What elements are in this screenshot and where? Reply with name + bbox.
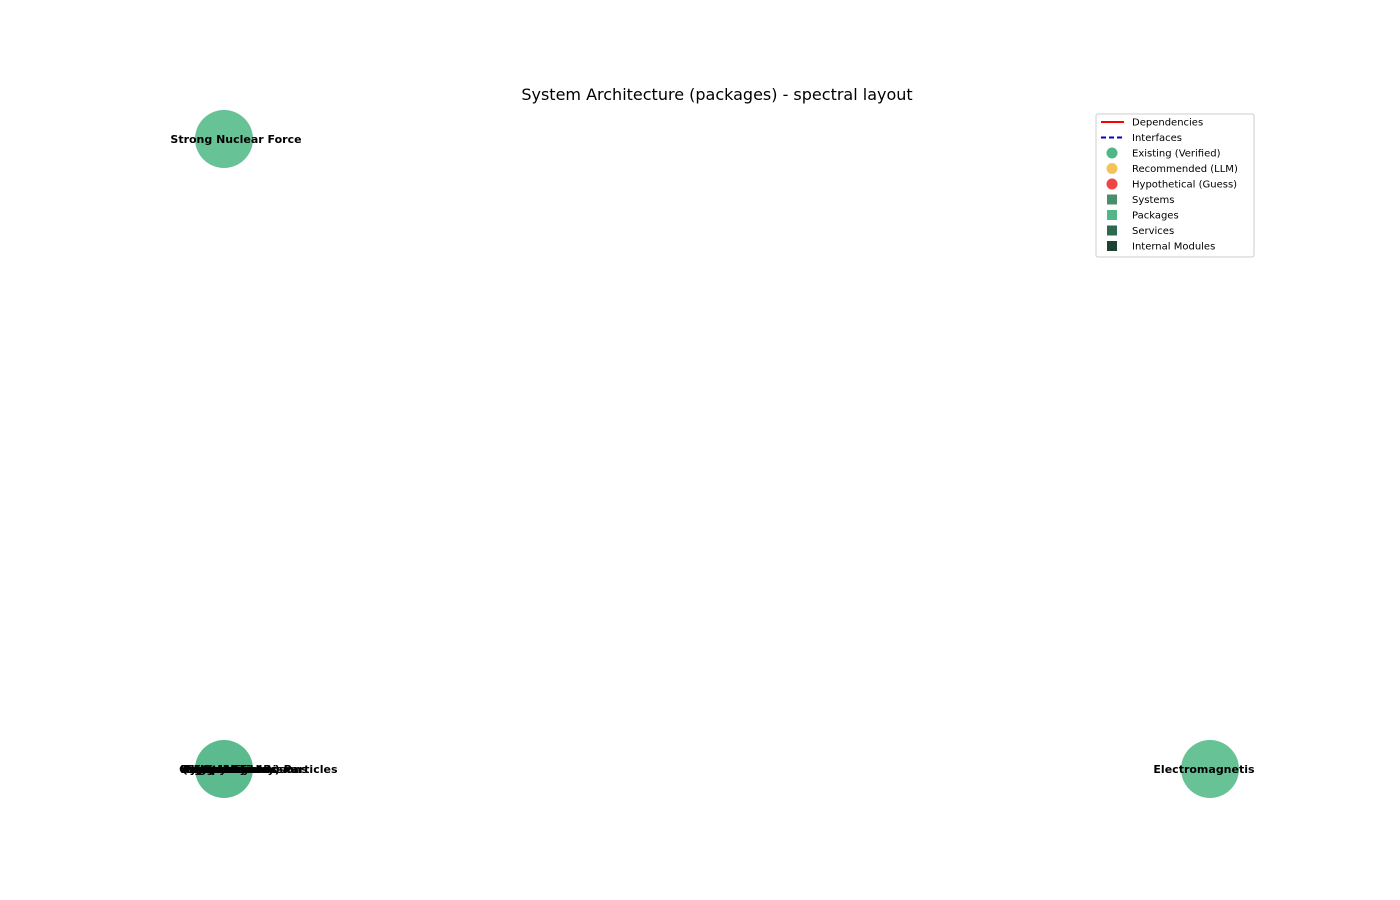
node-strong-nuclear-force-label: Strong Nuclear Force xyxy=(170,133,301,146)
legend-label: Dependencies xyxy=(1132,118,1203,129)
node-strong-nuclear-force[interactable]: Strong Nuclear Force xyxy=(170,110,302,168)
diagram-title: System Architecture (packages) - spectra… xyxy=(521,85,912,104)
node-cluster-main-label: ayy (symmetry) Particles xyxy=(182,763,337,776)
node-cluster-label: Higgs Mechanism xyxy=(186,763,295,776)
legend-box xyxy=(1095,113,1255,258)
legend-label: Recommended (LLM) xyxy=(1132,164,1238,175)
node-cluster-label: Symmetry xyxy=(186,763,249,776)
legend-item: Existing (Verified) xyxy=(1106,147,1221,160)
legend-circle-icon xyxy=(1106,178,1118,190)
legend-square-icon xyxy=(1107,225,1117,236)
node-cluster-label: Fermions xyxy=(193,763,251,776)
legend-label: Internal Modules xyxy=(1132,242,1215,253)
legend-item: Packages xyxy=(1107,210,1179,222)
legend-square-icon xyxy=(1107,241,1117,251)
node-strong-nuclear-force-circle xyxy=(195,110,253,168)
legend: Dependencies Interfaces Existing (Verified… xyxy=(1095,113,1255,258)
legend-label: Existing (Verified) xyxy=(1132,149,1221,160)
node-cluster-label: Particles xyxy=(183,763,237,776)
node-electromagnetism[interactable]: Electromagnetis xyxy=(1153,740,1255,798)
node-cluster-label: Spacetime xyxy=(203,763,268,776)
legend-item: Internal Modules xyxy=(1107,241,1215,253)
legend-item: Hypothetical (Guess) xyxy=(1106,178,1237,191)
legend-square-icon xyxy=(1107,210,1117,220)
node-cluster-circle xyxy=(195,740,253,798)
legend-item: Systems xyxy=(1107,194,1175,206)
node-cluster-label: Weak Force xyxy=(196,763,268,776)
legend-item: Interfaces xyxy=(1101,133,1182,144)
legend-label: Packages xyxy=(1132,211,1179,222)
legend-item: Services xyxy=(1107,225,1174,237)
legend-circle-icon xyxy=(1106,147,1118,159)
legend-item: Recommended (LLM) xyxy=(1106,163,1238,175)
legend-label: Services xyxy=(1132,226,1174,237)
legend-item: Dependencies xyxy=(1101,118,1203,129)
legend-label: Interfaces xyxy=(1132,133,1182,144)
node-electromagnetism-circle xyxy=(1181,740,1239,798)
node-electromagnetism-label: Electromagnetis xyxy=(1153,763,1255,776)
legend-square-icon xyxy=(1107,194,1117,205)
legend-label: Systems xyxy=(1132,195,1175,206)
node-cluster-label: Quantum Fields xyxy=(179,763,277,776)
legend-circle-icon xyxy=(1106,163,1118,174)
node-cluster-label: Hypothetical Bosons xyxy=(180,763,308,776)
legend-items: Dependencies Interfaces Existing (Verified… xyxy=(1101,118,1238,253)
node-cluster-label: Gravity xyxy=(201,763,246,776)
legend-label: Hypothetical (Guess) xyxy=(1132,180,1237,191)
